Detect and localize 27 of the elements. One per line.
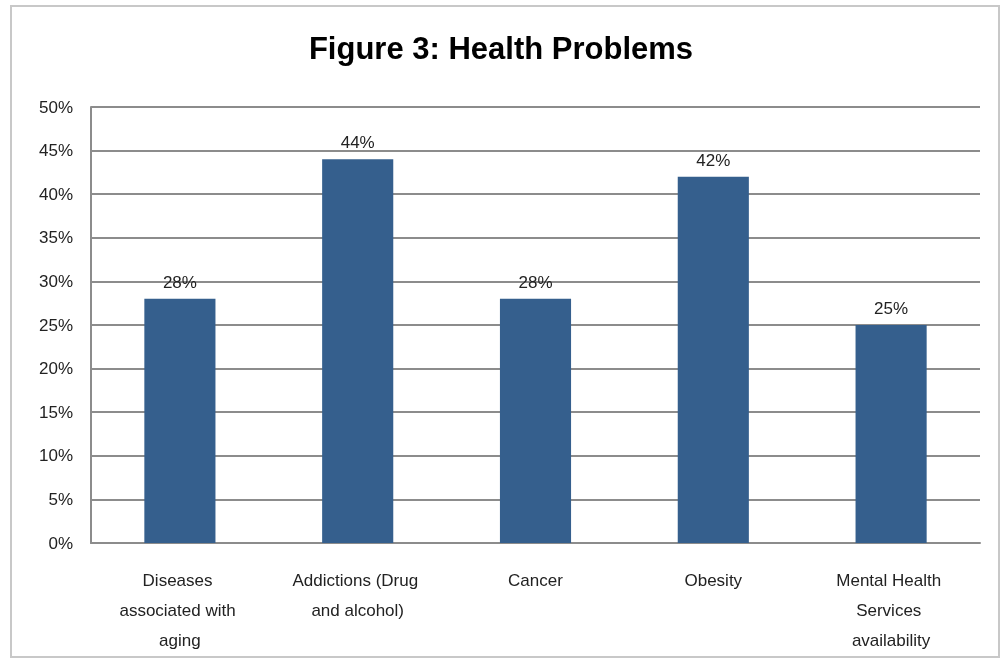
bar: [499, 298, 572, 543]
y-tick-label: 0%: [48, 533, 73, 553]
y-tick-label: 50%: [38, 97, 73, 117]
x-tick-label: Diseases associated with aging: [119, 570, 241, 650]
y-tick-label: 35%: [38, 228, 73, 248]
data-label: 25%: [874, 299, 909, 318]
bar: [855, 325, 927, 543]
data-label: 28%: [518, 272, 553, 292]
bar: [322, 159, 394, 543]
data-label: 28%: [162, 272, 197, 292]
y-tick-label: 15%: [38, 402, 73, 422]
y-tick-label: 10%: [38, 446, 73, 466]
y-tick-label: 45%: [38, 141, 73, 161]
y-tick-label: 25%: [38, 315, 73, 335]
y-tick-label: 40%: [38, 184, 73, 204]
bar: [677, 176, 749, 543]
chart-title: Figure 3: Health Problems: [308, 31, 694, 66]
y-tick-label: 30%: [38, 271, 73, 291]
x-tick-label: Addictions (Drug and alcohol): [292, 570, 423, 620]
data-label: 44%: [340, 133, 375, 153]
y-tick-label: 20%: [38, 359, 73, 379]
x-tick-label: Cancer: [508, 570, 564, 590]
x-tick-label: Mental Health Services availability: [836, 570, 946, 650]
x-tick-label: Obesity: [684, 570, 743, 590]
y-tick-label: 5%: [48, 489, 73, 509]
bar: [144, 298, 216, 543]
data-label: 42%: [696, 150, 731, 170]
